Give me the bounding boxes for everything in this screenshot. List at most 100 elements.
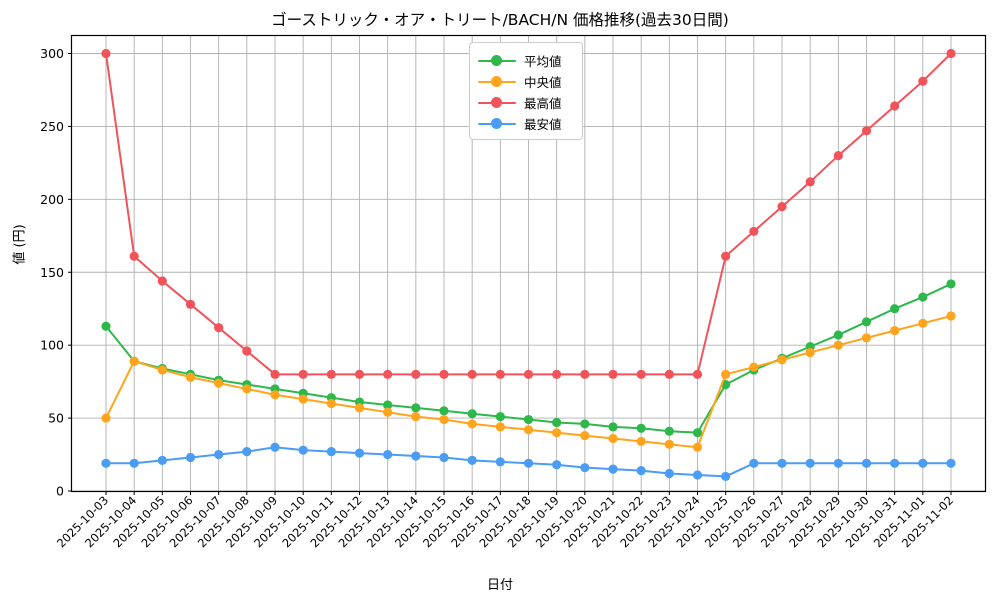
data-point[interactable] bbox=[946, 311, 956, 321]
data-point[interactable] bbox=[608, 422, 618, 432]
data-point[interactable] bbox=[552, 417, 562, 428]
data-point[interactable] bbox=[580, 430, 590, 441]
data-point[interactable] bbox=[523, 369, 534, 379]
data-point[interactable] bbox=[890, 458, 900, 468]
data-point[interactable] bbox=[242, 447, 252, 457]
data-point[interactable] bbox=[777, 355, 787, 365]
data-point[interactable] bbox=[861, 126, 872, 136]
data-point[interactable] bbox=[326, 398, 336, 409]
data-point[interactable] bbox=[467, 369, 477, 379]
data-point[interactable] bbox=[749, 362, 759, 372]
data-point[interactable] bbox=[664, 369, 674, 379]
data-point[interactable] bbox=[608, 433, 618, 444]
data-point[interactable] bbox=[185, 372, 196, 382]
data-point[interactable] bbox=[467, 409, 477, 419]
data-point[interactable] bbox=[439, 414, 449, 425]
data-point[interactable] bbox=[214, 378, 224, 388]
data-point[interactable] bbox=[692, 428, 703, 438]
data-point[interactable] bbox=[946, 48, 956, 59]
data-point[interactable] bbox=[833, 458, 843, 468]
data-point[interactable] bbox=[721, 251, 731, 261]
data-point[interactable] bbox=[383, 407, 393, 417]
data-point[interactable] bbox=[580, 369, 590, 379]
data-point[interactable] bbox=[270, 390, 280, 400]
data-point[interactable] bbox=[918, 458, 928, 468]
data-point[interactable] bbox=[552, 428, 562, 438]
data-point[interactable] bbox=[861, 333, 872, 343]
data-point[interactable] bbox=[946, 279, 956, 289]
data-point[interactable] bbox=[101, 458, 111, 468]
data-point[interactable] bbox=[805, 177, 815, 187]
data-point[interactable] bbox=[918, 76, 928, 86]
data-point[interactable] bbox=[411, 451, 421, 461]
data-point[interactable] bbox=[298, 394, 308, 404]
legend-item[interactable]: 最高値 bbox=[478, 92, 574, 113]
data-point[interactable] bbox=[411, 369, 421, 379]
data-point[interactable] bbox=[157, 365, 167, 375]
data-point[interactable] bbox=[298, 445, 308, 455]
data-point[interactable] bbox=[383, 369, 393, 379]
data-point[interactable] bbox=[467, 419, 477, 429]
data-point[interactable] bbox=[805, 458, 815, 468]
data-point[interactable] bbox=[157, 276, 167, 286]
data-point[interactable] bbox=[890, 101, 900, 111]
data-point[interactable] bbox=[495, 369, 505, 379]
data-point[interactable] bbox=[439, 369, 449, 379]
data-point[interactable] bbox=[129, 356, 139, 366]
data-point[interactable] bbox=[354, 448, 365, 458]
data-point[interactable] bbox=[918, 292, 928, 302]
data-point[interactable] bbox=[636, 436, 646, 447]
data-point[interactable] bbox=[692, 442, 703, 452]
data-point[interactable] bbox=[749, 458, 759, 468]
data-point[interactable] bbox=[692, 369, 703, 379]
data-point[interactable] bbox=[664, 439, 674, 449]
data-point[interactable] bbox=[890, 304, 900, 314]
data-point[interactable] bbox=[157, 455, 167, 465]
data-point[interactable] bbox=[129, 251, 139, 261]
data-point[interactable] bbox=[439, 452, 449, 463]
legend-item[interactable]: 中央値 bbox=[478, 71, 574, 92]
data-point[interactable] bbox=[270, 442, 280, 452]
data-point[interactable] bbox=[242, 346, 252, 356]
data-point[interactable] bbox=[495, 412, 505, 422]
data-point[interactable] bbox=[721, 471, 731, 482]
data-point[interactable] bbox=[946, 458, 956, 468]
data-point[interactable] bbox=[298, 369, 308, 379]
data-point[interactable] bbox=[833, 340, 843, 350]
data-point[interactable] bbox=[326, 369, 336, 379]
data-point[interactable] bbox=[861, 458, 872, 468]
data-point[interactable] bbox=[467, 455, 477, 465]
data-point[interactable] bbox=[185, 299, 196, 309]
data-point[interactable] bbox=[664, 468, 674, 479]
data-point[interactable] bbox=[777, 458, 787, 468]
data-point[interactable] bbox=[805, 347, 815, 358]
legend-item[interactable]: 平均値 bbox=[478, 50, 574, 71]
data-point[interactable] bbox=[608, 464, 618, 474]
data-point[interactable] bbox=[214, 323, 224, 333]
data-point[interactable] bbox=[664, 426, 674, 436]
data-point[interactable] bbox=[214, 449, 224, 460]
data-point[interactable] bbox=[552, 460, 562, 470]
data-point[interactable] bbox=[411, 403, 421, 413]
data-point[interactable] bbox=[383, 449, 393, 460]
data-point[interactable] bbox=[354, 369, 365, 379]
data-point[interactable] bbox=[580, 463, 590, 473]
data-point[interactable] bbox=[495, 457, 505, 467]
data-point[interactable] bbox=[721, 369, 731, 379]
data-point[interactable] bbox=[523, 425, 534, 435]
data-point[interactable] bbox=[185, 452, 196, 463]
data-point[interactable] bbox=[523, 458, 534, 468]
data-point[interactable] bbox=[411, 412, 421, 422]
data-point[interactable] bbox=[326, 447, 336, 457]
data-point[interactable] bbox=[242, 384, 252, 394]
data-point[interactable] bbox=[777, 202, 787, 212]
data-point[interactable] bbox=[636, 423, 646, 433]
data-point[interactable] bbox=[636, 465, 646, 476]
data-point[interactable] bbox=[608, 369, 618, 379]
data-point[interactable] bbox=[692, 470, 703, 480]
data-point[interactable] bbox=[129, 458, 139, 468]
data-point[interactable] bbox=[833, 150, 843, 161]
data-point[interactable] bbox=[890, 325, 900, 336]
data-point[interactable] bbox=[523, 414, 534, 425]
data-point[interactable] bbox=[354, 403, 365, 413]
